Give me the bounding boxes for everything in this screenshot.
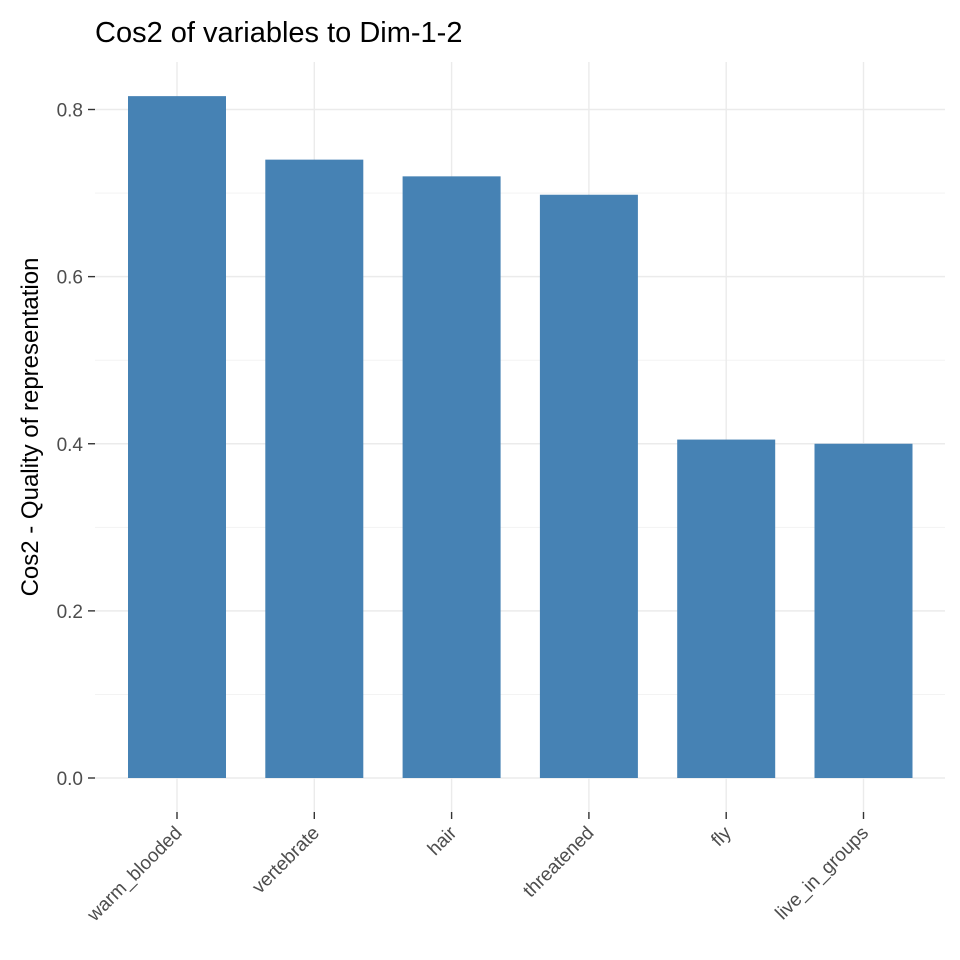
x-tick-label: warm_blooded — [83, 823, 187, 927]
y-tick-label: 0.4 — [57, 435, 84, 456]
chart-title: Cos2 of variables to Dim-1-2 — [95, 17, 462, 49]
y-axis-title: Cos2 - Quality of representation — [17, 258, 44, 597]
y-tick-label: 0.0 — [57, 769, 83, 790]
y-axis: 0.0 0.2 0.4 0.6 0.8 — [57, 101, 95, 790]
bar-fly — [677, 439, 776, 778]
y-tick-label: 0.2 — [57, 602, 83, 623]
x-tick-label: hair — [424, 822, 462, 860]
x-tick-label: live_in_groups — [772, 823, 873, 924]
bars — [128, 96, 913, 779]
y-tick-label: 0.6 — [57, 268, 83, 289]
x-axis: warm_blooded vertebrate hair threatened fly l… — [83, 812, 873, 926]
bar-live_in_groups — [814, 443, 913, 778]
x-tick-label: vertebrate — [248, 823, 323, 898]
bar-threatened — [539, 194, 638, 778]
y-tick-label: 0.8 — [57, 101, 83, 122]
bar-vertebrate — [265, 159, 364, 778]
x-tick-label: threatened — [519, 823, 598, 902]
bar-warm_blooded — [128, 96, 226, 778]
bar-hair — [402, 176, 501, 779]
x-tick-label: fly — [707, 822, 736, 851]
